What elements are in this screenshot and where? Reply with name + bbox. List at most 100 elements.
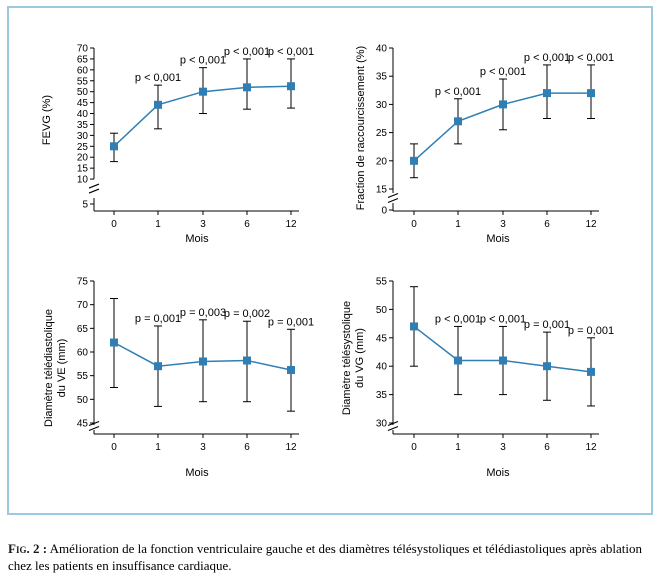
y-tick-label: 40 (376, 44, 388, 55)
data-point (499, 356, 507, 365)
y-tick-label: 15 (77, 164, 89, 175)
data-point (587, 89, 595, 98)
y-tick-label: 45 (376, 333, 388, 344)
y-tick-label: 55 (77, 76, 89, 87)
x-axis-label: Mois (185, 467, 209, 479)
x-tick-label: 12 (585, 219, 597, 230)
y-tick-label: 30 (376, 419, 388, 430)
x-tick-label: 0 (111, 219, 117, 230)
y-tick-label: 60 (77, 348, 89, 359)
y-tick-label: 25 (77, 142, 89, 153)
axis-break-mark (88, 188, 100, 194)
y-tick-label: 60 (77, 65, 89, 76)
p-value-annotation: p < 0,001 (480, 66, 526, 78)
y-tick-label: 40 (376, 362, 388, 373)
y-tick-label: 65 (77, 324, 89, 335)
y-axis-label-line: du VE (mm) (56, 339, 68, 398)
y-tick-label: 15 (376, 185, 388, 196)
p-value-annotation: p = 0,001 (524, 319, 570, 331)
data-point (243, 356, 251, 365)
y-tick-label: 20 (77, 153, 89, 164)
p-value-annotation: p < 0,001 (524, 52, 570, 64)
figure-caption: Fig. 2 : Amélioration de la fonction ven… (8, 540, 653, 574)
data-point (199, 87, 207, 96)
data-point (454, 356, 462, 365)
data-point (287, 82, 295, 91)
y-axis-label: Fraction de raccourcissement (%) (355, 46, 367, 210)
x-tick-label: 1 (155, 219, 161, 230)
data-point (287, 365, 295, 374)
x-axis-label: Mois (486, 467, 510, 479)
axis-break-mark (387, 197, 399, 204)
y-tick-label: 25 (376, 128, 388, 139)
x-tick-label: 1 (155, 442, 161, 453)
chart-diametre-telesystolique: 30 35 40 45 50 55 0 1 3 6 12 Mois Diamètre télésysto… (341, 277, 614, 480)
x-tick-label: 12 (585, 442, 597, 453)
data-point (110, 142, 118, 151)
y-tick-label: 30 (77, 131, 89, 142)
y-tick-label: 20 (376, 156, 388, 167)
figure-caption-label: Fig. 2 : (8, 541, 48, 556)
p-value-annotation: p = 0,002 (224, 308, 270, 320)
y-tick-label: 50 (376, 305, 388, 316)
y-tick-label: 70 (77, 300, 89, 311)
p-value-annotation: p < 0,001 (480, 313, 526, 325)
p-value-annotation: p = 0,003 (180, 307, 226, 319)
x-tick-label: 12 (285, 442, 297, 453)
y-tick-label: 50 (77, 87, 89, 98)
x-tick-label: 6 (544, 442, 550, 453)
x-tick-label: 3 (500, 442, 506, 453)
y-tick-label: 35 (376, 390, 388, 401)
chart-diametre-telediastolique: 45 50 55 60 65 70 75 0 1 3 6 12 Mois Diamètre télédia… (43, 277, 314, 480)
x-tick-label: 3 (200, 219, 206, 230)
p-value-annotation: p < 0,001 (180, 55, 226, 67)
p-value-annotation: p = 0,001 (268, 316, 314, 328)
data-point (110, 338, 118, 347)
p-value-annotation: p < 0,001 (568, 52, 614, 64)
data-point (154, 100, 162, 109)
chart-fraction-raccourcissement: 0 15 20 25 30 35 40 0 1 3 6 12 Mois Fraction de racco… (355, 44, 614, 246)
y-tick-label: 75 (77, 277, 89, 288)
data-point (499, 100, 507, 109)
x-tick-label: 0 (411, 219, 417, 230)
x-tick-label: 1 (455, 442, 461, 453)
axis-break-mark (387, 192, 399, 199)
x-tick-label: 12 (285, 219, 297, 230)
p-value-annotation: p < 0,001 (268, 46, 314, 58)
figure-caption-text: Amélioration de la fonction ventriculair… (8, 541, 642, 573)
y-tick-label: 0 (381, 206, 387, 217)
x-tick-label: 3 (200, 442, 206, 453)
y-tick-label: 35 (376, 72, 388, 83)
y-tick-label: 55 (376, 277, 388, 288)
x-axis-label: Mois (486, 233, 510, 245)
x-tick-label: 1 (455, 219, 461, 230)
y-axis-label: Diamètre télédiastoliquedu VE (mm) (43, 309, 68, 427)
x-tick-label: 6 (544, 219, 550, 230)
data-point (154, 362, 162, 371)
p-value-annotation: p < 0,001 (224, 46, 270, 58)
y-axis-label-line: Diamètre télésystolique (341, 301, 353, 415)
x-tick-label: 3 (500, 219, 506, 230)
data-point (543, 362, 551, 371)
y-tick-label: 45 (77, 419, 89, 430)
axis-break-mark (88, 425, 100, 432)
y-tick-label: 45 (77, 98, 89, 109)
y-tick-label: 40 (77, 109, 89, 120)
y-tick-label: 55 (77, 371, 89, 382)
axis-break-mark (88, 183, 100, 189)
p-value-annotation: p < 0,001 (135, 72, 181, 84)
p-value-annotation: p = 0,001 (135, 313, 181, 325)
axis-break-mark (387, 425, 399, 432)
x-tick-label: 0 (111, 442, 117, 453)
x-axis-label: Mois (185, 233, 209, 245)
p-value-annotation: p = 0,001 (568, 325, 614, 337)
y-axis-label: FEVG (%) (41, 95, 53, 145)
y-tick-label: 10 (77, 175, 89, 186)
p-value-annotation: p < 0,001 (435, 313, 481, 325)
data-point (410, 322, 418, 331)
data-point (454, 117, 462, 126)
y-tick-label: 30 (376, 100, 388, 111)
data-point (587, 367, 595, 376)
